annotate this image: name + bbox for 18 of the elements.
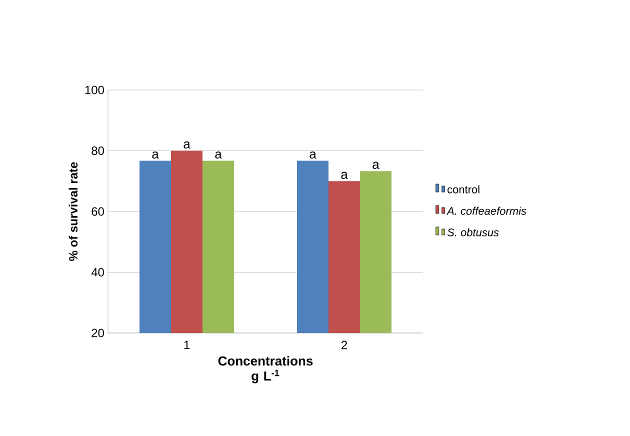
y-tick-label: 60 xyxy=(92,207,104,216)
y-tick-label: 20 xyxy=(92,328,104,338)
annotation: a xyxy=(372,162,380,169)
y-tick-label: 40 xyxy=(91,268,104,276)
x-axis-title: Concentrations g L$^{-1}$ xyxy=(218,356,313,384)
annotation: a xyxy=(310,151,316,159)
x-tick-label: 1 xyxy=(184,340,190,350)
y-tick-label: 80 xyxy=(92,146,104,155)
legend-label: A. coffeaeformis xyxy=(446,206,526,215)
y-tick-label: 100 xyxy=(85,86,104,94)
annotation: a xyxy=(184,141,190,149)
y-axis-title: % of survival rate xyxy=(68,162,78,261)
annotation: a xyxy=(215,151,222,159)
annotation: a xyxy=(152,151,159,159)
annotation: a xyxy=(341,172,348,179)
x-tick-label: 2 xyxy=(342,340,347,350)
legend-label: control xyxy=(448,185,480,194)
legend-label: S. obtusus xyxy=(447,228,499,236)
